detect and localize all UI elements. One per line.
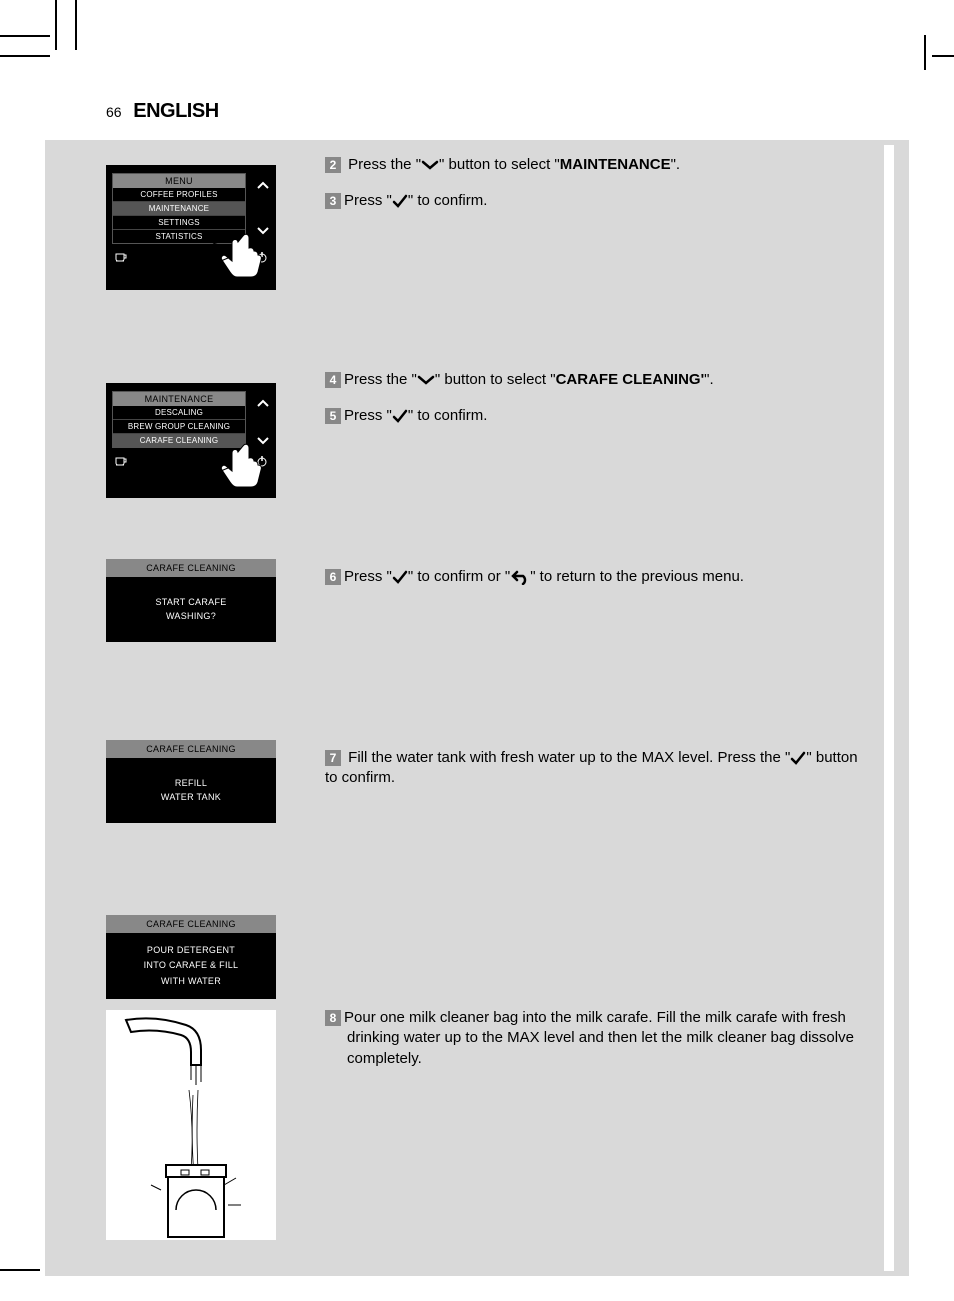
illustration-carafe-fill [106,1010,276,1240]
down-chevron-icon [417,374,435,386]
screen-message: START CARAFE WASHING? [106,577,276,642]
instruction-step-2: 2 Press the "" button to select "MAINTEN… [325,155,874,228]
screen-title: MAINTENANCE [113,392,245,406]
right-margin [884,145,894,1271]
up-arrow-icon [256,395,270,411]
step-number: 7 [325,750,341,766]
crop-mark [0,35,50,37]
screen-title: MENU [113,174,245,188]
crop-mark [0,55,50,57]
screen-refill: CARAFE CLEANING REFILL WATER TANK [106,740,276,823]
instruction-step-4: 4Press the "" button to select "CARAFE C… [325,370,874,443]
step-number: 6 [325,569,341,585]
up-arrow-icon [256,177,270,193]
check-icon [790,750,806,766]
screen-title: CARAFE CLEANING [106,740,276,758]
screen-message: REFILL WATER TANK [106,758,276,823]
page-header: 66 ENGLISH [106,100,219,123]
instruction-step-8: 8Pour one milk cleaner bag into the milk… [325,1008,874,1069]
screen-carafe-start: CARAFE CLEANING START CARAFE WASHING? [106,559,276,642]
step-number: 4 [325,372,341,388]
screen-message: POUR DETERGENT INTO CARAFE & FILL WITH W… [106,933,276,999]
page-number: 66 [106,104,122,120]
crop-mark [55,0,57,22]
check-icon [392,569,408,585]
screen-title: CARAFE CLEANING [106,915,276,933]
crop-mark [75,0,77,50]
screen-pour-detergent: CARAFE CLEANING POUR DETERGENT INTO CARA… [106,915,276,999]
menu-item: BREW GROUP CLEANING [113,420,245,434]
cup-icon [114,250,128,268]
step-number: 5 [325,408,341,424]
crop-mark [932,55,954,57]
menu-item: COFFEE PROFILES [113,188,245,202]
screen-maintenance: MAINTENANCE DESCALING BREW GROUP CLEANIN… [106,383,276,498]
check-icon [392,408,408,424]
back-icon [510,569,530,585]
step-number: 3 [325,193,341,209]
crop-mark [0,1269,40,1271]
instruction-step-7: 7 Fill the water tank with fresh water u… [325,748,874,789]
check-icon [392,193,408,209]
step-number: 2 [325,157,341,173]
screen-title: CARAFE CLEANING [106,559,276,577]
instruction-step-6: 6Press "" to confirm or "" to return to … [325,567,874,587]
menu-item: DESCALING [113,406,245,420]
down-chevron-icon [421,159,439,171]
crop-mark [924,35,926,70]
cup-icon [114,454,128,472]
hand-pointer-icon [208,438,268,488]
page-language: ENGLISH [133,100,218,122]
step-number: 8 [325,1010,341,1026]
screen-menu: MENU COFFEE PROFILES MAINTENANCE SETTING… [106,165,276,290]
menu-item-selected: MAINTENANCE [113,202,245,216]
hand-pointer-icon [208,228,268,278]
